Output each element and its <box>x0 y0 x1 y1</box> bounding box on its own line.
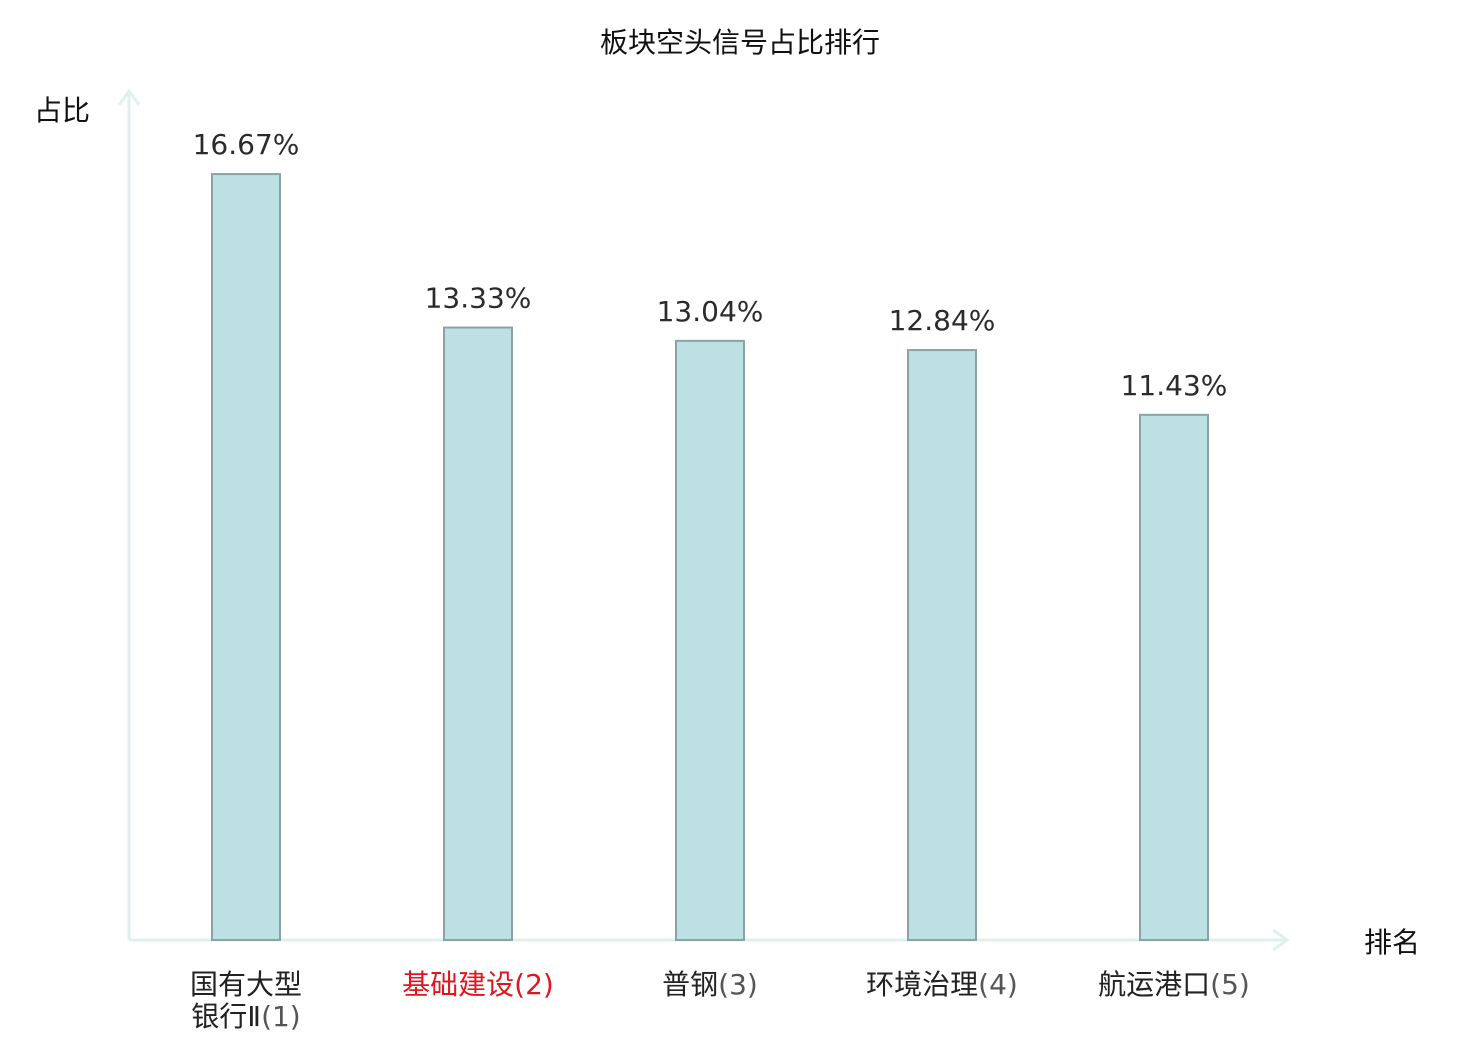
value-label-5: 11.43% <box>1121 369 1228 402</box>
bar-3 <box>675 339 745 941</box>
category-label-2: 基础建设(2) <box>402 968 554 1001</box>
value-label-4: 12.84% <box>889 304 996 337</box>
category-label-3: 普钢(3) <box>662 968 758 1001</box>
category-name-4: 环境治理 <box>866 968 978 1001</box>
category-label-5: 航运港口(5) <box>1098 968 1250 1001</box>
category-rank-4: (4) <box>978 968 1018 1001</box>
y-axis-label: 占比 <box>34 94 90 127</box>
category-name-1-line-2: 银行Ⅱ <box>191 1000 261 1033</box>
category-rank-5: (5) <box>1210 968 1250 1001</box>
value-label-2: 13.33% <box>425 282 532 315</box>
bar-1 <box>211 173 281 942</box>
value-label-3: 13.04% <box>657 295 764 328</box>
category-name-2: 基础建设 <box>402 968 514 1001</box>
category-rank-2: (2) <box>514 968 554 1001</box>
bar-2 <box>443 326 513 941</box>
x-axis-arrow <box>1272 928 1290 952</box>
chart-title: 板块空头信号占比排行 <box>600 26 880 59</box>
y-axis-arrow <box>117 88 141 106</box>
category-name-3: 普钢 <box>662 968 718 1001</box>
value-label-1: 16.67% <box>193 128 300 161</box>
category-rank-3: (3) <box>718 968 758 1001</box>
category-name-1-line-1: 国有大型 <box>190 968 302 1001</box>
value-labels-group: 16.67% 13.33% 13.04% 12.84% 11.43% <box>193 128 1228 402</box>
category-rank-1: (1) <box>261 1000 301 1033</box>
category-name-5: 航运港口 <box>1098 968 1210 1001</box>
category-label-1-line-2: 银行Ⅱ(1) <box>191 1000 300 1033</box>
bar-4 <box>907 349 977 941</box>
category-label-1-line-1: 国有大型 <box>190 968 302 1001</box>
x-axis-label: 排名 <box>1364 926 1420 959</box>
category-label-4: 环境治理(4) <box>866 968 1018 1001</box>
bar-5 <box>1139 413 1209 941</box>
bars-group <box>211 173 1209 942</box>
